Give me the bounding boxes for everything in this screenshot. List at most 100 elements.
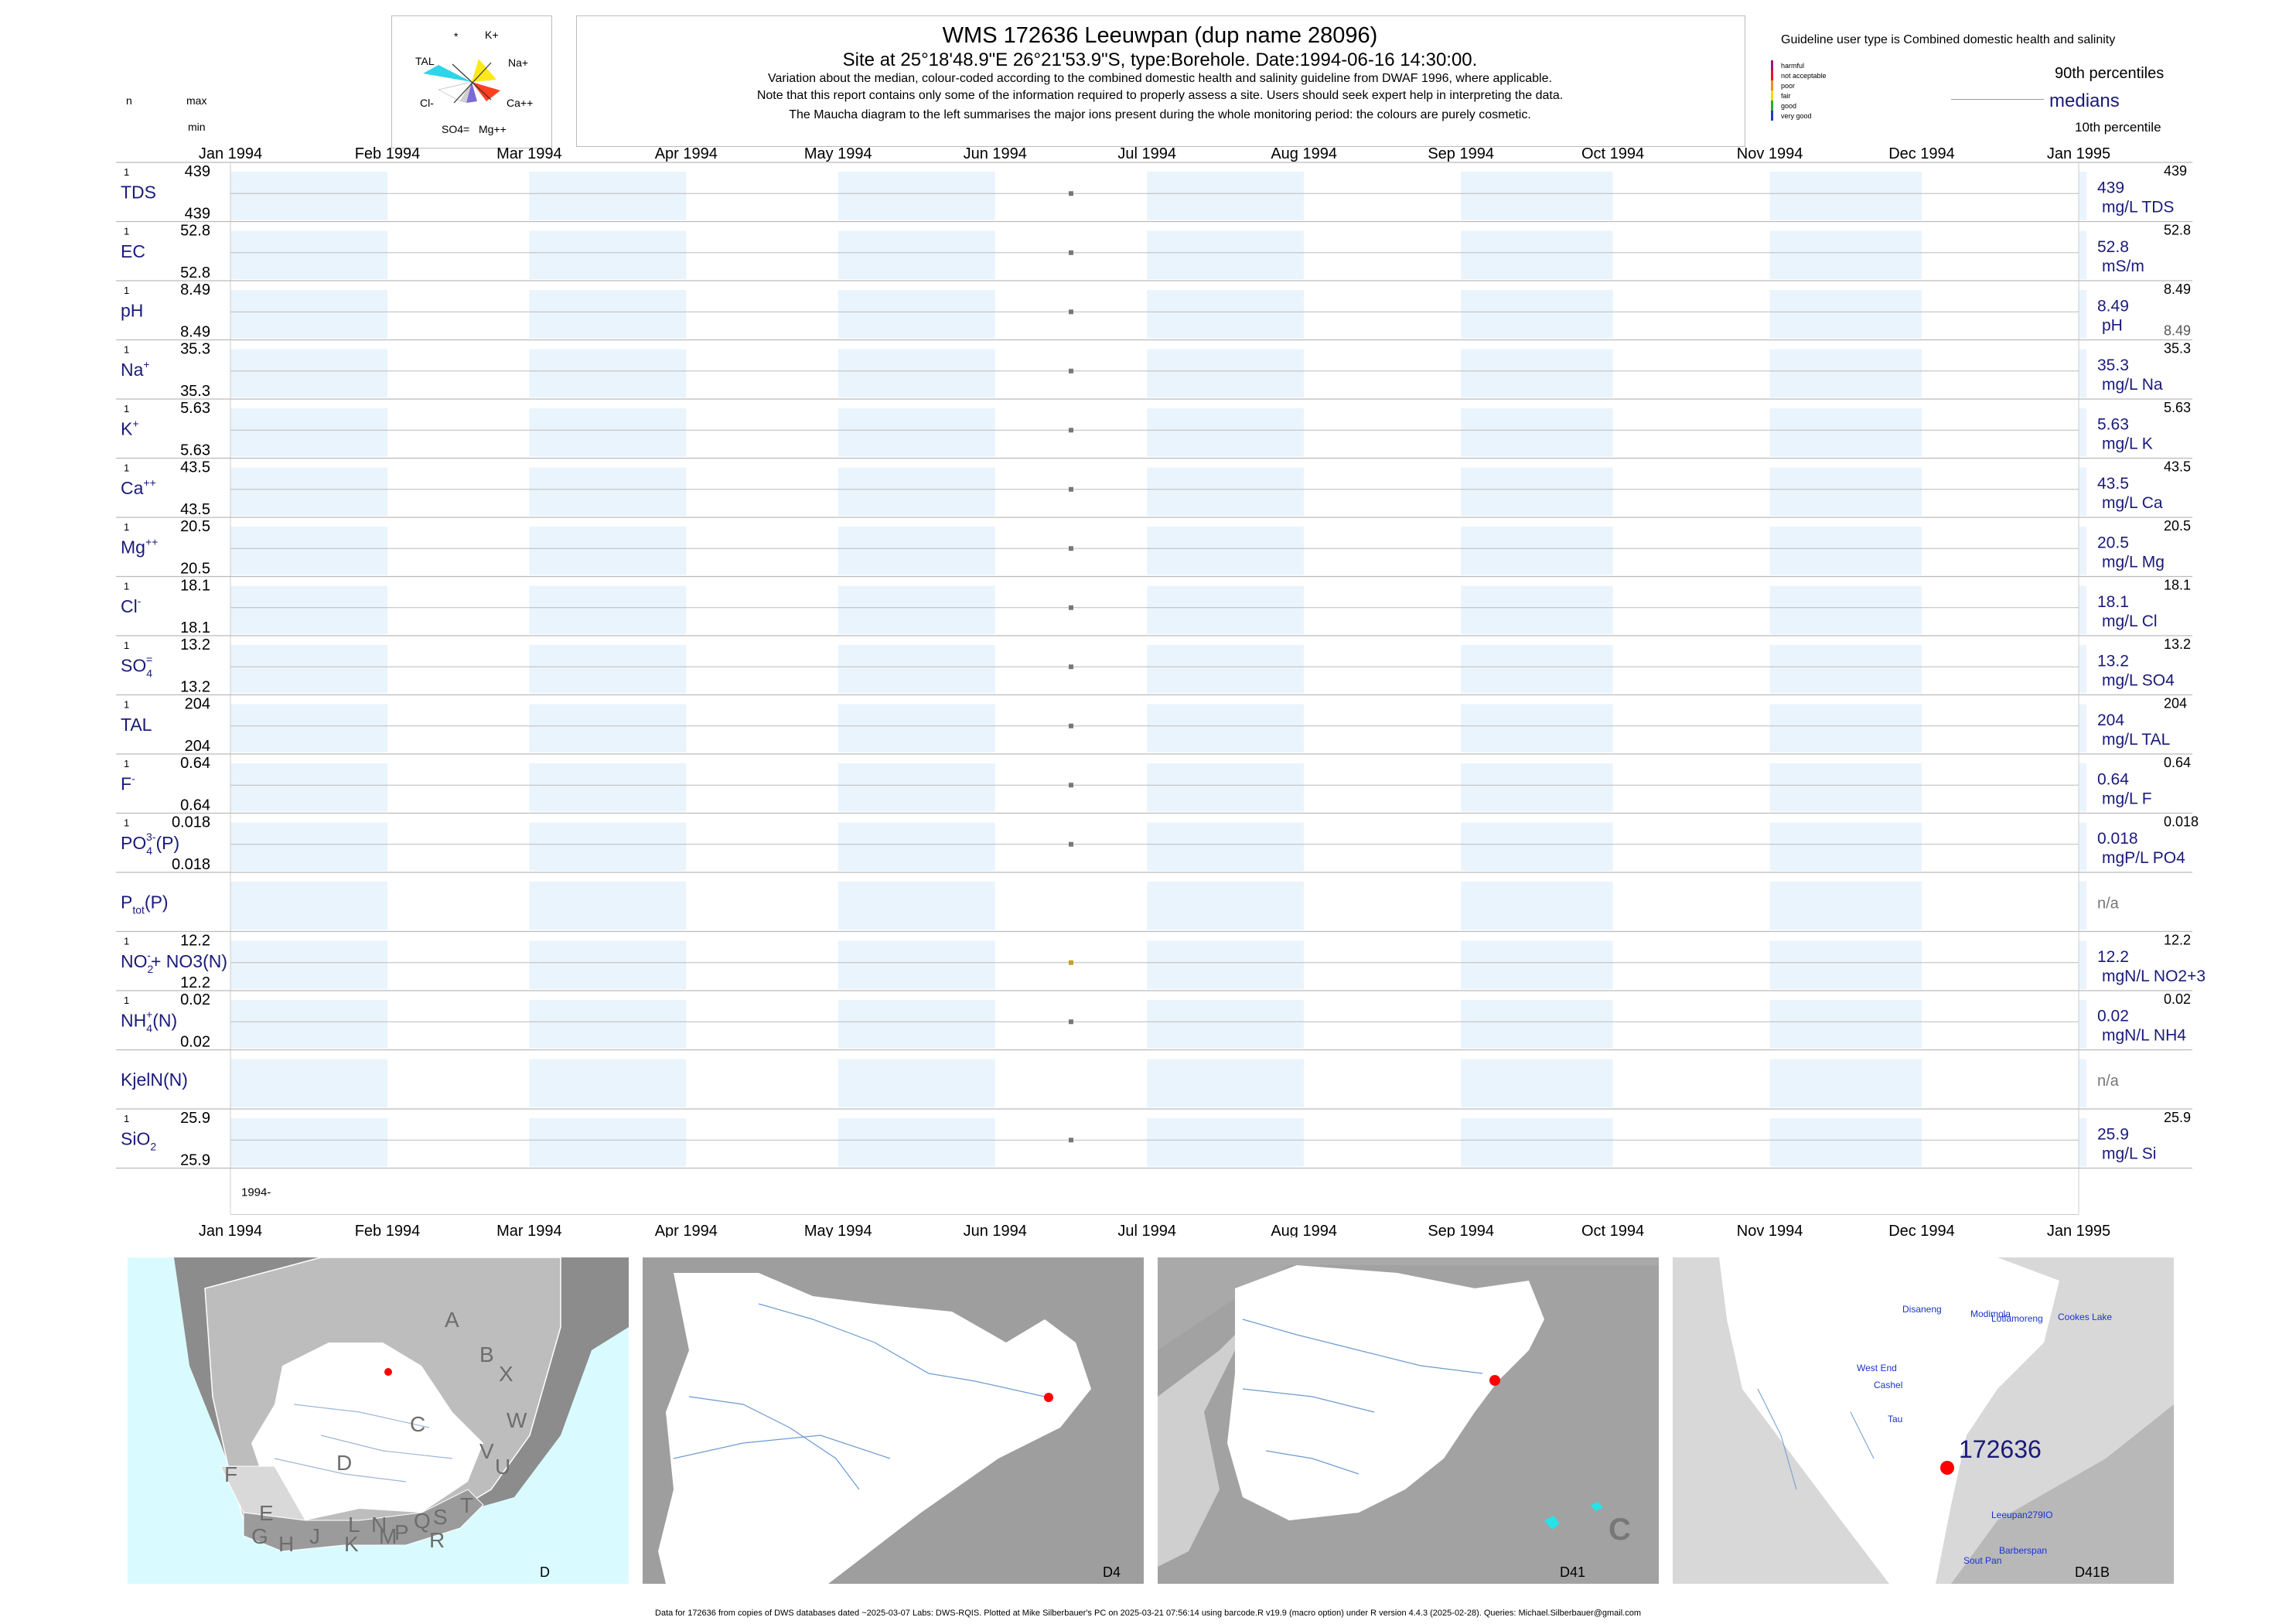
- map1-region-Q: Q: [414, 1509, 431, 1533]
- month-shade: [1147, 527, 1305, 575]
- map1-region-T: T: [460, 1493, 474, 1517]
- month-shade: [838, 408, 995, 457]
- row-parameter-label: NO2-+ NO3(N): [121, 949, 227, 975]
- row-p90-value: 35.3: [2164, 341, 2191, 357]
- month-shade: [529, 1059, 687, 1107]
- map-panel-d41: C D41: [1158, 1257, 1659, 1584]
- map1-label: D: [540, 1564, 550, 1580]
- row-parameter-label: Cl-: [121, 595, 142, 616]
- month-shade: [838, 467, 995, 516]
- row-parameter-label: K+: [121, 417, 139, 438]
- month-shade: [1769, 704, 1922, 752]
- maucha-diagram: [423, 59, 500, 104]
- row-parameter-label: pH: [121, 300, 143, 320]
- maucha-label-na: Na+: [508, 56, 529, 69]
- month-shade: [529, 349, 687, 397]
- month-shade: [1769, 290, 1922, 339]
- guideline-class-swatch: [1771, 111, 1773, 121]
- month-shade: [2079, 1000, 2086, 1049]
- row-median-value: 5.63: [2097, 415, 2129, 433]
- month-shade: [838, 290, 995, 339]
- row-max-value: 52.8: [180, 223, 210, 240]
- guideline-class-label: good: [1781, 101, 1797, 110]
- row-max-value: 204: [185, 696, 210, 713]
- month-shade: [1769, 527, 1922, 575]
- month-label-bottom: Nov 1994: [1737, 1223, 1803, 1237]
- month-shade: [1147, 290, 1305, 339]
- row-unit: mg/L K: [2102, 435, 2153, 452]
- row-unit: mgP/L PO4: [2102, 849, 2185, 867]
- row-max-value: 439: [185, 163, 210, 180]
- map4-place-west-end: West End: [1857, 1363, 1897, 1373]
- guideline-class-fair: fair: [1771, 90, 1791, 101]
- header-note-3: The Maucha diagram to the left summarise…: [789, 108, 1531, 121]
- maucha-label-star: *: [454, 30, 459, 43]
- month-shade: [230, 822, 387, 871]
- map4-place-leeupan: Leeupan279IO: [1991, 1510, 2053, 1520]
- row-parameter-label: F-: [121, 772, 135, 793]
- month-shade: [230, 882, 387, 930]
- data-point: [1068, 250, 1073, 255]
- row-max-value: 13.2: [180, 636, 210, 653]
- maucha-label-k: K+: [485, 29, 499, 41]
- month-label-bottom: Dec 1994: [1888, 1223, 1955, 1237]
- row-p90-value: 0.64: [2164, 755, 2191, 770]
- map1-region-G: G: [251, 1524, 268, 1548]
- month-shade: [1147, 172, 1305, 220]
- row-min-value: 52.8: [180, 264, 210, 281]
- row-p90-value: 13.2: [2164, 636, 2191, 652]
- row-max-value: 20.5: [180, 518, 210, 535]
- map1-region-C: C: [410, 1412, 426, 1436]
- row-n-count: 1: [124, 581, 129, 592]
- month-shade: [838, 349, 995, 397]
- row-min-value: 5.63: [180, 442, 210, 459]
- month-shade: [230, 1118, 387, 1167]
- month-shade: [2079, 1059, 2086, 1107]
- month-shade: [529, 1000, 687, 1049]
- guideline-class-label: poor: [1781, 81, 1796, 90]
- month-shade: [230, 290, 387, 339]
- maucha-box: * K+ TAL Na+ Cl- Ca++ SO4= Mg++: [391, 15, 552, 148]
- map1-region-N: N: [371, 1513, 387, 1537]
- month-shade: [1147, 1118, 1305, 1167]
- month-shade: [529, 940, 687, 989]
- month-shade: [838, 1000, 995, 1049]
- row-min-value: 20.5: [180, 561, 210, 578]
- month-shade: [1461, 172, 1613, 220]
- month-shade: [529, 408, 687, 457]
- row-parameter-label: Na+: [121, 358, 150, 380]
- maucha-mg-wedge: [466, 82, 477, 103]
- map2-site-marker: [1044, 1393, 1053, 1402]
- row-median-value: 35.3: [2097, 357, 2129, 374]
- map1-region-B: B: [479, 1343, 494, 1366]
- row-max-value: 43.5: [180, 459, 210, 476]
- month-shade: [1769, 172, 1922, 220]
- month-shade: [838, 940, 995, 989]
- month-shade: [230, 1000, 387, 1049]
- row-min-value: 12.2: [180, 974, 210, 991]
- map1-region-E: E: [259, 1501, 274, 1525]
- month-label-bottom: Aug 1994: [1271, 1223, 1337, 1237]
- map1-region-L: L: [348, 1513, 360, 1537]
- row-n-count: 1: [124, 344, 129, 356]
- month-shade: [529, 763, 687, 812]
- header-note-2: Note that this report contains only some…: [756, 89, 1564, 102]
- month-shade: [230, 940, 387, 989]
- map4-place-sout-pan: Sout Pan: [1963, 1555, 2002, 1566]
- data-point: [1068, 191, 1073, 196]
- map4-place-disaneng: Disaneng: [1902, 1304, 1942, 1315]
- map1-region-J: J: [309, 1524, 320, 1548]
- row-p90-value: 5.63: [2164, 400, 2191, 415]
- left-header-n: n: [126, 94, 132, 107]
- row-max-value: 12.2: [180, 933, 210, 950]
- row-unit: mgN/L NO2+3: [2102, 967, 2206, 985]
- month-shade: [2079, 940, 2086, 989]
- row-median-value: 0.64: [2097, 770, 2129, 788]
- data-point: [1068, 428, 1073, 433]
- row-min-value: 0.018: [172, 856, 210, 873]
- row-median-value: 43.5: [2097, 475, 2129, 493]
- month-label-bottom: Apr 1994: [655, 1223, 718, 1237]
- month-shade: [529, 645, 687, 694]
- month-label-bottom: Mar 1994: [496, 1223, 562, 1237]
